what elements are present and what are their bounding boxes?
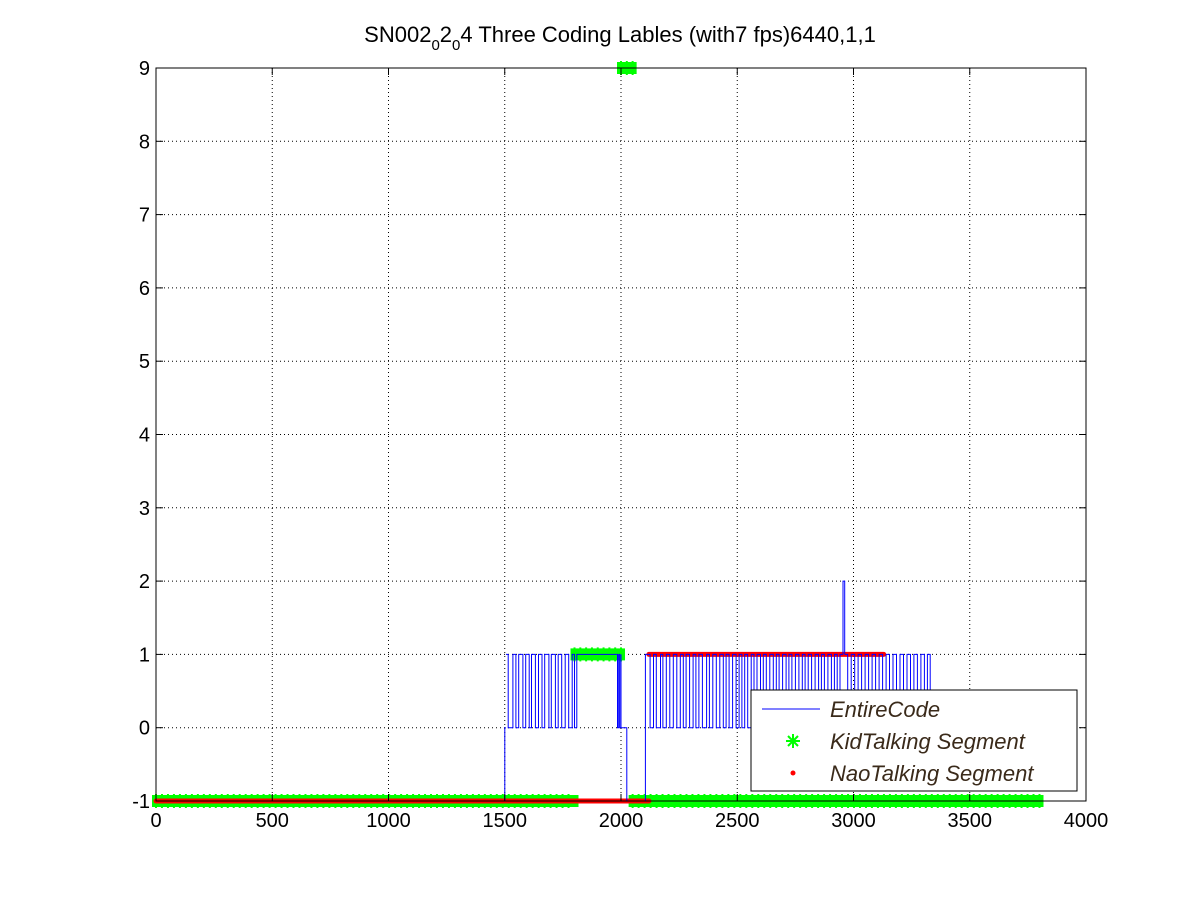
x-tick-label: 500: [256, 810, 289, 832]
y-tick-label: 4: [139, 425, 150, 447]
x-tick-label: 1000: [366, 810, 411, 832]
entirecode-line-segment: [644, 653, 647, 801]
x-tick-label: 2000: [599, 810, 644, 832]
y-tick-label: 5: [139, 351, 150, 373]
legend-kidtalking-swatch: [786, 734, 800, 748]
title-part-4: 4 Three Coding Lables (with7 fps)6440,1,…: [460, 22, 875, 47]
y-tick-label: 1: [139, 644, 150, 666]
entirecode-line-segment: [505, 653, 577, 729]
plot-area: 0 500 1000 1500 2000 2500 3000 3500 4000 -101234…: [132, 58, 1108, 832]
legend-entirecode-label: EntireCode: [830, 697, 940, 722]
x-tick-label: 1500: [483, 810, 528, 832]
y-tick-label: 0: [139, 718, 150, 740]
title-part-0: SN002: [364, 22, 431, 47]
y-tick-label: 8: [139, 131, 150, 153]
x-tick-label: 4000: [1064, 810, 1109, 832]
legend: EntireCode KidTalking Segment NaoTalking…: [750, 689, 1078, 792]
legend-naotalking-label: NaoTalking Segment: [830, 761, 1034, 786]
entirecode-line-segment: [646, 653, 843, 729]
x-tick-label: 2500: [715, 810, 760, 832]
y-tick-label: 2: [139, 571, 150, 593]
entirecode-line-segment: [616, 653, 621, 729]
x-axis-tick-labels: 0 500 1000 1500 2000 2500 3000 3500 4000: [150, 810, 1108, 832]
title-part-3-subscript: 0: [452, 37, 460, 54]
title-part-1-subscript: 0: [431, 37, 439, 54]
chart-title: SN0020204 Three Coding Lables (with7 fps…: [364, 22, 876, 54]
legend-box: [750, 689, 1078, 792]
entirecode-line-segment: [620, 654, 628, 801]
y-tick-label: 6: [139, 278, 150, 300]
axis-ticks: [155, 67, 1087, 802]
legend-naotalking-swatch: [790, 770, 796, 776]
x-tick-label: 3000: [831, 810, 876, 832]
title-part-2: 2: [440, 22, 452, 47]
y-axis-tick-labels: -1 0 1 2 3 4 5 6 7 8 9: [132, 58, 150, 813]
x-tick-label: 3500: [948, 810, 993, 832]
y-tick-label: 3: [139, 498, 150, 520]
y-tick-label: 7: [139, 205, 150, 227]
x-tick-label: 0: [150, 810, 161, 832]
y-tick-label: 9: [139, 58, 150, 80]
entirecode-line-segment: [842, 580, 846, 655]
entirecode-line-segment: [576, 653, 578, 728]
legend-kidtalking-label: KidTalking Segment: [830, 729, 1026, 754]
y-tick-label: -1: [132, 791, 150, 813]
